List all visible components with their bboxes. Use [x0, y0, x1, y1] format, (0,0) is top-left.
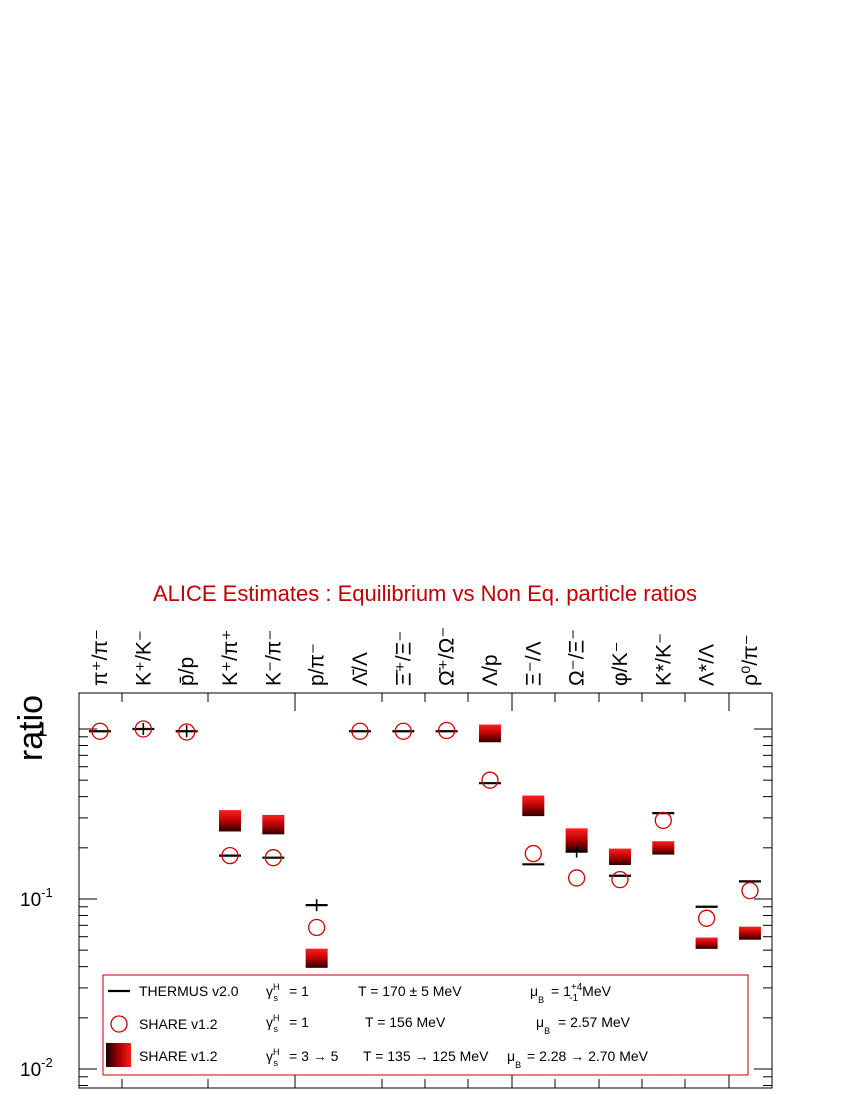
legend-temperature-2: T = 156 MeV: [365, 1014, 446, 1030]
share-noneq-range-bar: [695, 937, 718, 949]
category-label: Λ/p: [479, 654, 502, 686]
chart-title: ALICE Estimates : Equilibrium vs Non Eq.…: [153, 581, 697, 606]
share-eq-point: [481, 771, 499, 789]
category-label: Λ̄/Λ: [349, 652, 372, 686]
share-noneq-range-bar: [522, 795, 545, 817]
y-tick-label: 10-1: [20, 885, 53, 911]
share-noneq-range-bar: [305, 948, 328, 968]
share-eq-point: [741, 881, 759, 900]
y-axis-label: ratio: [12, 695, 50, 761]
data-marks: [89, 720, 761, 968]
legend-temperature-3: T = 135 → 125 MeV: [363, 1048, 489, 1064]
category-label: Ω̄⁺/Ω⁻: [436, 627, 459, 686]
legend-share-circle-marker: [110, 1015, 128, 1033]
legend-mu-value-2: = 2.57 MeV: [558, 1014, 631, 1030]
share-eq-point: [524, 844, 542, 863]
legend-gamma-symbol-3: γH s: [266, 1047, 280, 1068]
share-noneq-range-bar: [738, 926, 761, 940]
share-eq-point: [134, 720, 152, 738]
category-label: Ω⁻/Ξ⁻: [566, 629, 589, 686]
legend-gamma-symbol-1: γH s: [266, 982, 280, 1003]
legend-gamma-3: = 3 → 5: [289, 1048, 339, 1064]
share-noneq-range-bar: [565, 828, 588, 851]
share-eq-point: [654, 811, 672, 830]
share-eq-point: [351, 722, 369, 740]
category-label: p/π⁻: [306, 643, 329, 686]
share-eq-point: [697, 909, 716, 927]
category-label: K*/K⁻: [652, 633, 675, 686]
category-label: K⁺/π⁺: [219, 630, 242, 687]
share-eq-point: [394, 722, 412, 740]
legend: THERMUS v2.0 SHARE v1.2 SHARE v1.2 γH s γ…: [102, 974, 749, 1076]
y-tick-label: 10-2: [20, 1055, 53, 1081]
share-eq-point: [437, 721, 456, 740]
share-noneq-range-bar: [218, 810, 241, 832]
share-noneq-range-bar: [652, 841, 675, 855]
legend-gamma-symbol-2: γH s: [266, 1013, 280, 1034]
share-eq-point: [307, 918, 326, 937]
share-eq-point: [221, 846, 239, 865]
legend-mu-value-3: = 2.28 → 2.70 MeV: [527, 1048, 649, 1064]
y-tick-label: 1: [37, 720, 48, 741]
axis-ticks: [79, 693, 772, 1088]
category-label: π⁺/π⁻: [89, 629, 112, 686]
legend-temperature-1: T = 170 ± 5 MeV: [358, 983, 462, 999]
category-label: Λ*/Λ: [696, 644, 719, 686]
legend-mu-value-1: = 1+4 -1 MeV: [551, 982, 612, 1004]
share-eq-point: [178, 723, 196, 741]
legend-box: [102, 974, 749, 1076]
y-tick-labels: 1 10-1 10-2: [20, 720, 53, 1081]
category-label: K⁺/K⁻: [132, 630, 155, 686]
legend-share-box-marker: [106, 1043, 131, 1067]
category-label: ρ⁰/π⁻: [739, 634, 762, 686]
category-label: φ/K⁻: [609, 641, 632, 686]
legend-gamma-2: = 1: [289, 1014, 309, 1030]
category-label: p̄/p: [176, 657, 199, 686]
share-eq-point: [567, 869, 586, 887]
legend-gamma-1: = 1: [289, 983, 309, 999]
legend-label-1: THERMUS v2.0: [139, 983, 239, 999]
category-label: Ξ⁻/Λ: [522, 641, 545, 686]
category-label: Ξ̄⁺/Ξ⁻: [392, 631, 415, 686]
share-eq-point: [611, 870, 629, 889]
legend-label-3: SHARE v1.2: [139, 1048, 218, 1064]
share-eq-point: [91, 722, 109, 740]
share-noneq-range-bar: [478, 724, 501, 743]
share-noneq-range-bar: [262, 814, 285, 835]
legend-label-2: SHARE v1.2: [139, 1016, 218, 1032]
share-noneq-range-bar: [608, 848, 631, 866]
share-eq-point: [264, 849, 282, 867]
category-label: K⁻/π⁻: [262, 630, 285, 687]
category-labels: π⁺/π⁻ K⁺/K⁻ p̄/p K⁺/π⁺ K⁻/π⁻ p/π⁻ Λ̄/Λ Ξ̄⁺/Ξ⁻ Ω̄…: [89, 627, 762, 686]
